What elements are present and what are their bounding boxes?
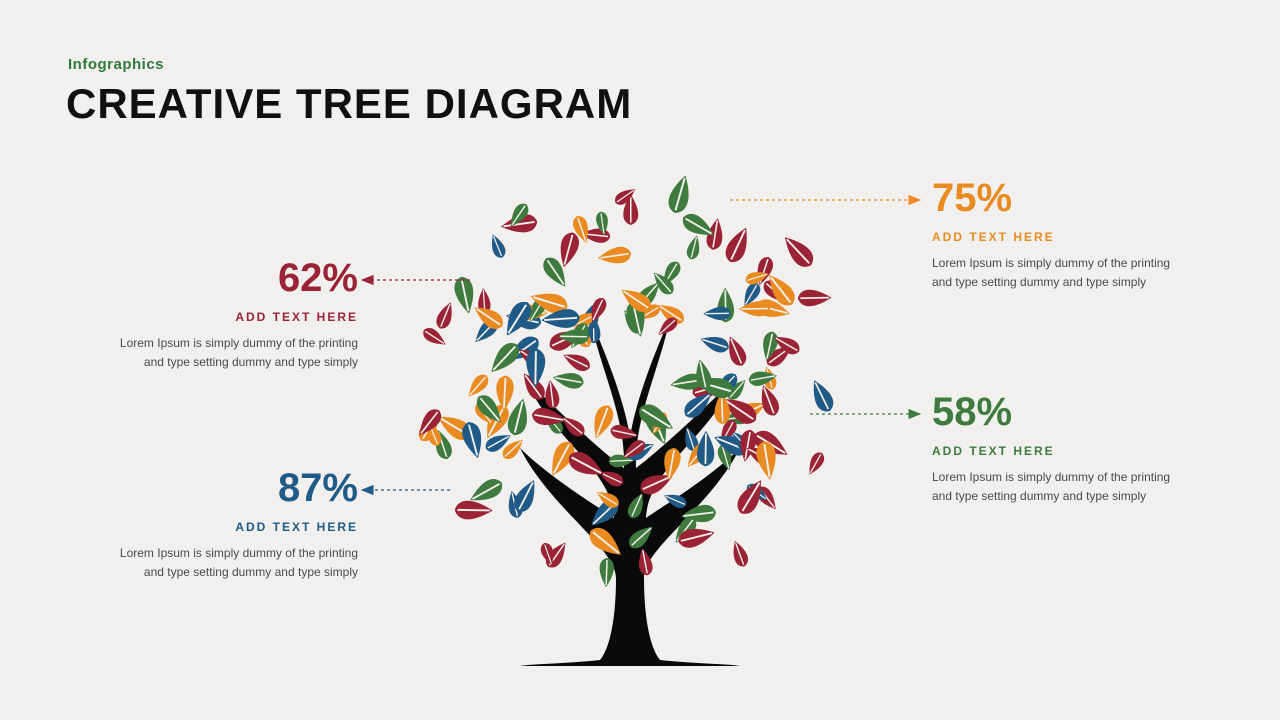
callout-blue: 87% ADD TEXT HERE Lorem Ipsum is simply du…: [118, 468, 358, 581]
page-title: CREATIVE TREE DIAGRAM: [66, 80, 632, 128]
callout-red: 62% ADD TEXT HERE Lorem Ipsum is simply du…: [118, 258, 358, 371]
callout-blue-percent: 87%: [118, 468, 358, 508]
callout-green-body: Lorem Ipsum is simply dummy of the print…: [932, 468, 1172, 505]
callout-orange-body: Lorem Ipsum is simply dummy of the print…: [932, 254, 1172, 291]
callout-blue-body: Lorem Ipsum is simply dummy of the print…: [118, 544, 358, 581]
callout-blue-label: ADD TEXT HERE: [118, 520, 358, 534]
callout-green-percent: 58%: [932, 392, 1172, 432]
kicker-text: Infographics: [68, 56, 164, 73]
tree-graphic: [400, 148, 860, 668]
callout-orange-label: ADD TEXT HERE: [932, 230, 1172, 244]
callout-red-label: ADD TEXT HERE: [118, 310, 358, 324]
callout-orange: 75% ADD TEXT HERE Lorem Ipsum is simply du…: [932, 178, 1172, 291]
callout-green: 58% ADD TEXT HERE Lorem Ipsum is simply du…: [932, 392, 1172, 505]
callout-red-body: Lorem Ipsum is simply dummy of the print…: [118, 334, 358, 371]
callout-red-percent: 62%: [118, 258, 358, 298]
callout-orange-percent: 75%: [932, 178, 1172, 218]
callout-green-label: ADD TEXT HERE: [932, 444, 1172, 458]
